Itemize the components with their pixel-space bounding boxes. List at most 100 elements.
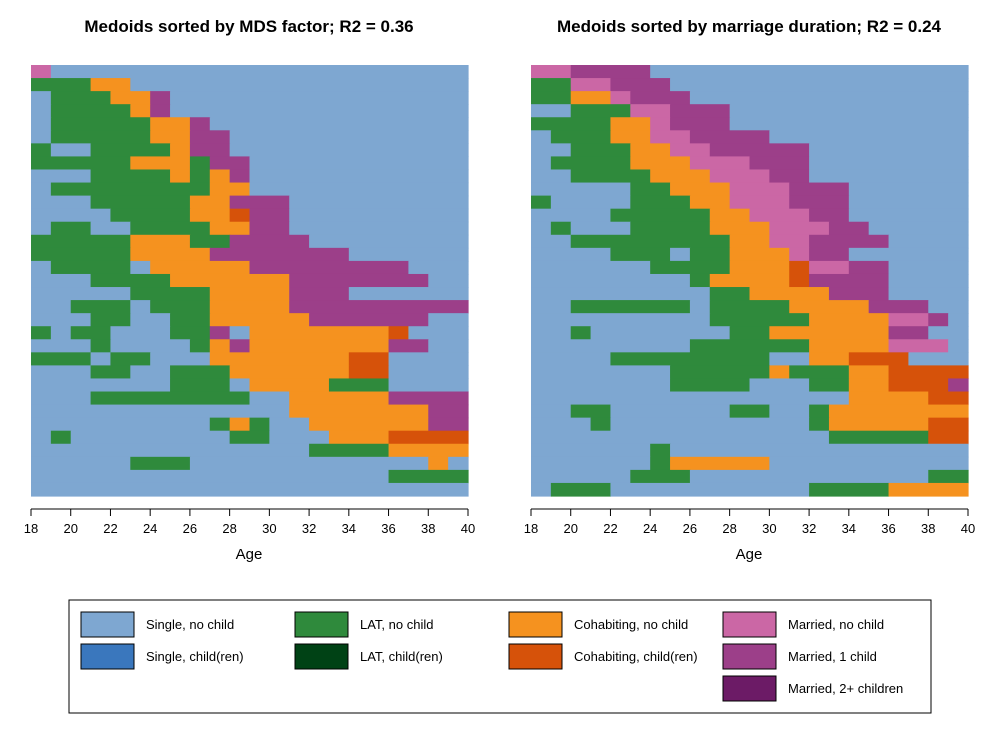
heatmap-cell [630, 182, 671, 197]
heatmap-cell [209, 339, 231, 353]
heatmap-cell [428, 339, 469, 353]
heatmap-cell [531, 117, 612, 131]
heatmap-cell [31, 260, 52, 275]
heatmap-cell [689, 247, 731, 262]
heatmap-cell [328, 430, 390, 445]
heatmap-cell [888, 273, 969, 288]
heatmap-cell [531, 300, 572, 314]
heatmap-cell [531, 273, 691, 288]
heatmap-cell [90, 195, 191, 210]
heatmap-cell [249, 339, 390, 353]
heatmap-cell [170, 313, 211, 327]
legend-label: Married, 1 child [788, 649, 877, 664]
heatmap-cell [249, 169, 469, 184]
legend-swatch [80, 611, 135, 638]
heatmap-cell [150, 91, 171, 105]
heatmap-cell [531, 339, 691, 353]
heatmap-cell [709, 287, 751, 301]
heatmap-cell [31, 404, 290, 419]
heatmap-cell [670, 117, 731, 131]
heatmap-cell [50, 104, 131, 118]
heatmap-cell [408, 260, 469, 275]
heatmap-cell [650, 117, 671, 131]
x-tick-label: 30 [262, 521, 276, 536]
heatmap-cell [130, 247, 211, 262]
heatmap-cell [570, 234, 731, 249]
heatmap-cell [209, 313, 310, 327]
heatmap-cell [948, 339, 969, 353]
heatmap-cell [709, 143, 810, 158]
heatmap-cell [888, 482, 969, 497]
heatmap-cell [789, 273, 810, 288]
heatmap-cell [150, 260, 251, 275]
x-tick-label: 18 [524, 521, 538, 536]
heatmap-cell [729, 182, 790, 197]
heatmap-cell [189, 169, 211, 184]
heatmap-cell [908, 352, 969, 366]
heatmap-cell [689, 91, 969, 105]
heatmap-cell [729, 247, 790, 262]
heatmap-cell [531, 417, 592, 432]
heatmap-cell [769, 404, 810, 419]
heatmap-cell [848, 260, 890, 275]
heatmap-cell [809, 234, 890, 249]
heatmap-cell [809, 143, 969, 158]
heatmap-cell [249, 156, 469, 171]
heatmap-cell [388, 378, 469, 393]
heatmap-cell [189, 130, 231, 144]
x-tick-label: 32 [302, 521, 316, 536]
heatmap-cell [130, 300, 151, 314]
heatmap-cell [531, 182, 631, 197]
heatmap-cell [428, 456, 449, 471]
heatmap-cell [229, 417, 251, 432]
heatmap-cell [948, 378, 969, 393]
heatmap-cell [50, 91, 112, 105]
heatmap-cell [888, 313, 929, 327]
heatmap-cell [928, 391, 969, 406]
x-tick-label: 40 [461, 521, 475, 536]
right-x-axis-title: Age [736, 546, 763, 563]
heatmap-cell [229, 339, 251, 353]
heatmap-cell [31, 182, 52, 197]
heatmap-cell [348, 287, 469, 301]
heatmap-cell [888, 260, 969, 275]
heatmap-cell [170, 326, 211, 340]
heatmap-cell [70, 430, 231, 445]
heatmap-cell [809, 156, 969, 171]
heatmap-cell [269, 430, 330, 445]
heatmap-cell [590, 326, 731, 340]
legend-swatch [722, 675, 777, 702]
left-panel: Medoids sorted by MDS factor; R2 = 0.36 … [24, 17, 475, 563]
heatmap-cell [209, 417, 231, 432]
heatmap-cell [328, 378, 390, 393]
heatmap-cell [90, 221, 131, 236]
heatmap-cell [809, 273, 890, 288]
heatmap-cell [610, 482, 810, 497]
heatmap-cell [531, 208, 612, 223]
x-tick-label: 22 [103, 521, 117, 536]
heatmap-cell [828, 430, 929, 445]
heatmap-cell [31, 143, 52, 158]
heatmap-cell [309, 417, 429, 432]
heatmap-cell [31, 156, 131, 171]
heatmap-cell [110, 326, 171, 340]
heatmap-cell [289, 221, 469, 236]
heatmap-cell [828, 221, 870, 236]
heatmap-cell [229, 130, 469, 144]
legend-label: Cohabiting, child(ren) [574, 649, 698, 664]
heatmap-cell [809, 313, 890, 327]
heatmap-cell [31, 378, 171, 393]
heatmap-cell [570, 143, 631, 158]
x-tick-label: 28 [722, 521, 736, 536]
heatmap-cell [550, 221, 572, 236]
heatmap-cell [769, 169, 810, 184]
heatmap-cell [610, 247, 671, 262]
heatmap-cell [70, 326, 112, 340]
heatmap-cell [50, 65, 469, 79]
heatmap-cell [31, 78, 92, 92]
heatmap-cell [130, 221, 211, 236]
x-tick-label: 34 [842, 521, 856, 536]
heatmap-cell [531, 91, 572, 105]
x-tick-label: 26 [183, 521, 197, 536]
heatmap-cell [348, 365, 390, 380]
